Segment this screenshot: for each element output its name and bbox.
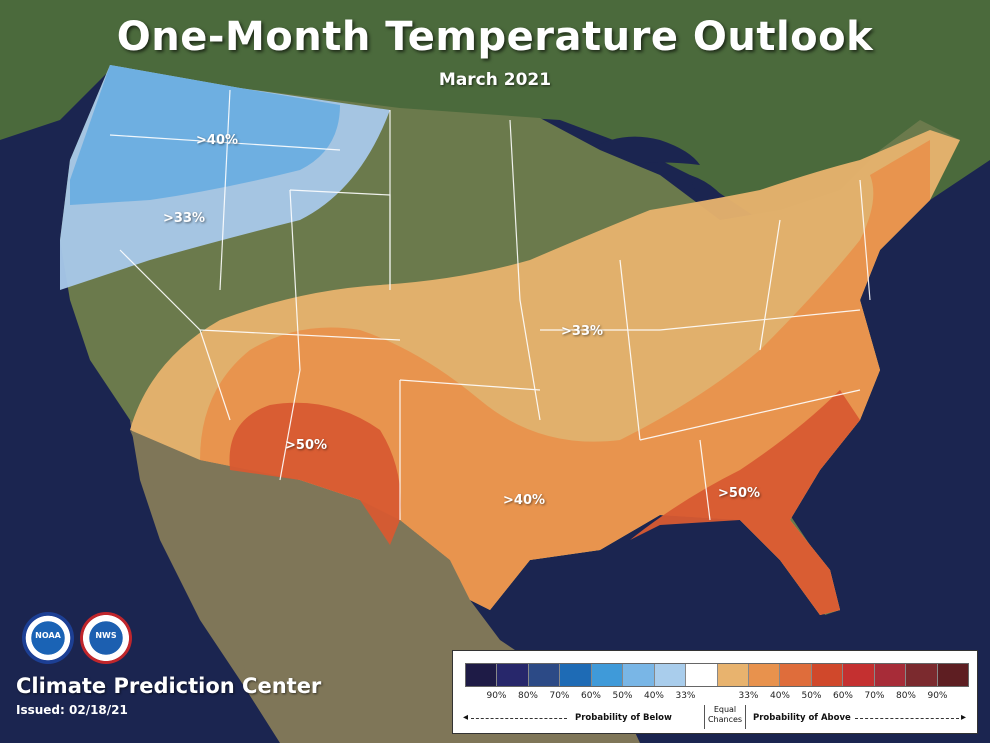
legend-swatch-13	[874, 664, 907, 686]
state-borders	[109, 89, 871, 521]
legend-tick-9: 40%	[769, 691, 790, 701]
legend-swatch-8	[717, 664, 749, 686]
region-label-above-50-sw: >50%	[285, 438, 328, 453]
legend-swatch-4	[591, 664, 624, 686]
legend-tick-3: 60%	[580, 691, 601, 701]
region-label-below-33: >33%	[163, 211, 206, 226]
legend-swatch-7	[686, 664, 718, 686]
region-label-above-33: >33%	[561, 324, 604, 339]
legend-swatch-10	[780, 664, 812, 686]
region-label-below-40: >40%	[196, 133, 239, 148]
legend-swatch-9	[748, 664, 781, 686]
noaa-logo-icon: NOAA	[22, 612, 74, 664]
region-label-above-50-se: >50%	[718, 486, 761, 501]
legend-swatch-bar	[465, 663, 969, 687]
right-arrow-icon: ▸	[961, 712, 967, 723]
legend-tick-0: 90%	[486, 691, 507, 701]
legend-divider-right	[745, 705, 746, 729]
right-dashed-line	[855, 718, 959, 719]
legend-tick-2: 70%	[549, 691, 570, 701]
legend-swatch-11	[811, 664, 844, 686]
legend-tick-8: 33%	[738, 691, 759, 701]
legend-swatch-12	[843, 664, 875, 686]
legend-tick-12: 70%	[864, 691, 885, 701]
left-dashed-line	[471, 718, 567, 719]
legend-equal-chances: Equal Chances	[707, 705, 743, 724]
region-above-50-se	[630, 390, 860, 615]
legend-tick-6: 33%	[675, 691, 696, 701]
legend-below-label: Probability of Below	[575, 713, 672, 723]
legend-swatch-14	[906, 664, 938, 686]
legend-swatch-2	[528, 664, 561, 686]
legend-swatch-3	[560, 664, 592, 686]
legend-swatch-0	[466, 664, 498, 686]
legend-tick-14: 90%	[927, 691, 948, 701]
map-title: One-Month Temperature Outlook	[116, 14, 874, 60]
legend-tick-7	[701, 691, 733, 703]
canada-land	[0, 0, 990, 220]
legend-tick-1: 80%	[517, 691, 538, 701]
issued-date: Issued: 02/18/21	[16, 703, 128, 717]
map-subtitle: March 2021	[438, 70, 552, 90]
region-label-above-40-tx: >40%	[503, 493, 546, 508]
left-arrow-icon: ◂	[463, 712, 469, 723]
legend-tick-row: 90% 80% 70% 60% 50% 40% 33% 33% 40% 50% 60% 70% 80% 9…	[465, 691, 969, 703]
legend-tick-11: 60%	[832, 691, 853, 701]
nws-logo-icon: NWS	[80, 612, 132, 664]
legend-tick-10: 50%	[801, 691, 822, 701]
legend-swatch-5	[623, 664, 655, 686]
legend-tick-13: 80%	[895, 691, 916, 701]
legend-swatch-1	[497, 664, 529, 686]
region-above-50-sw	[229, 402, 401, 545]
baja-peninsula	[130, 430, 245, 670]
legend-swatch-15	[937, 664, 968, 686]
probability-legend: 90% 80% 70% 60% 50% 40% 33% 33% 40% 50% 60% 70% 80% 9…	[452, 650, 978, 734]
legend-swatch-6	[654, 664, 687, 686]
legend-tick-4: 50%	[612, 691, 633, 701]
organization-name: Climate Prediction Center	[16, 674, 322, 698]
legend-divider-left	[704, 705, 705, 729]
legend-tick-5: 40%	[643, 691, 664, 701]
region-below-40	[70, 65, 340, 205]
legend-above-label: Probability of Above	[753, 713, 851, 723]
